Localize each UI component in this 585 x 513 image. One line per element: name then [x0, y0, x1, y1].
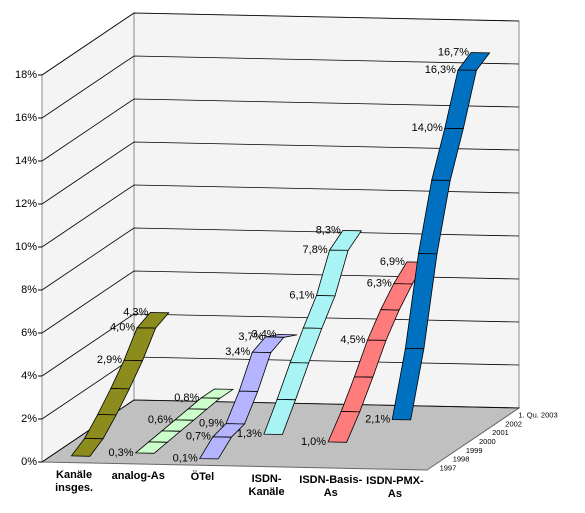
value-label: 0,6% — [148, 414, 173, 426]
y-tick-label: 18% — [15, 69, 37, 81]
value-label: 0,9% — [199, 418, 224, 430]
depth-label: 2002 — [505, 419, 522, 428]
value-label: 4,5% — [340, 334, 365, 346]
value-label: 3,4% — [225, 346, 250, 358]
value-label: 8,3% — [316, 224, 341, 236]
value-label: 1,0% — [301, 436, 326, 448]
value-label: 6,3% — [367, 278, 392, 290]
y-tick-label: 10% — [15, 241, 37, 253]
depth-label: 1999 — [466, 446, 483, 455]
grid-line — [41, 12, 520, 76]
y-tick-label: 0% — [21, 456, 37, 468]
ribbon-segment — [198, 436, 233, 460]
value-label: 14,0% — [412, 122, 443, 134]
value-label: 7,8% — [303, 244, 328, 256]
grid-line — [41, 270, 520, 334]
value-label: 0,7% — [186, 431, 211, 443]
value-label: 2,9% — [97, 354, 122, 366]
y-tick-label: 4% — [21, 370, 37, 382]
x-tick-label: ISDN-Basis-As — [299, 474, 363, 499]
x-tick-label: analog-As — [111, 470, 165, 482]
depth-label: 1. Qu. 2003 — [518, 410, 557, 419]
value-label: 3,7% — [238, 331, 263, 343]
ribbon-segment — [70, 437, 104, 457]
y-tick-label: 16% — [15, 112, 37, 124]
value-label: 4,0% — [110, 322, 135, 334]
depth-label: 1997 — [440, 464, 457, 473]
depth-label: 2001 — [492, 428, 509, 437]
value-label: 16,7% — [438, 46, 469, 58]
x-tick-label: Kanäle insges. — [55, 468, 94, 494]
depth-label: 1998 — [453, 455, 470, 464]
x-tick-label: ÖTel — [190, 471, 215, 484]
value-label: 0,1% — [173, 452, 198, 464]
value-label: 16,3% — [425, 64, 456, 76]
value-label: 2,1% — [365, 413, 390, 425]
y-tick-label: 6% — [21, 327, 37, 339]
y-tick-label: 8% — [21, 284, 37, 296]
ribbon-segment — [134, 441, 169, 454]
ribbon-segment — [391, 347, 425, 421]
value-label: 4,3% — [123, 306, 148, 318]
grid-line — [41, 55, 520, 119]
depth-label: 2000 — [479, 437, 496, 446]
y-tick-label: 2% — [21, 413, 37, 425]
y-tick-label: 12% — [15, 198, 37, 210]
value-label: 6,1% — [289, 289, 314, 301]
value-label: 1,3% — [237, 428, 262, 440]
grid-line — [41, 399, 520, 463]
ribbon-segment — [263, 398, 297, 435]
grid-line — [41, 184, 520, 248]
value-label: 0,8% — [174, 392, 199, 404]
value-label: 6,9% — [380, 256, 405, 268]
x-tick-label: ISDN-Kanäle — [248, 472, 285, 498]
ribbon-segment — [327, 411, 361, 443]
y-tick-label: 14% — [15, 155, 37, 167]
value-label: 3,4% — [252, 328, 277, 340]
grid-line — [41, 141, 520, 205]
grid-line — [41, 227, 520, 291]
grid-line — [41, 98, 520, 162]
x-tick-label: ISDN-PMX-As — [366, 475, 424, 501]
value-label: 0,3% — [109, 447, 134, 459]
